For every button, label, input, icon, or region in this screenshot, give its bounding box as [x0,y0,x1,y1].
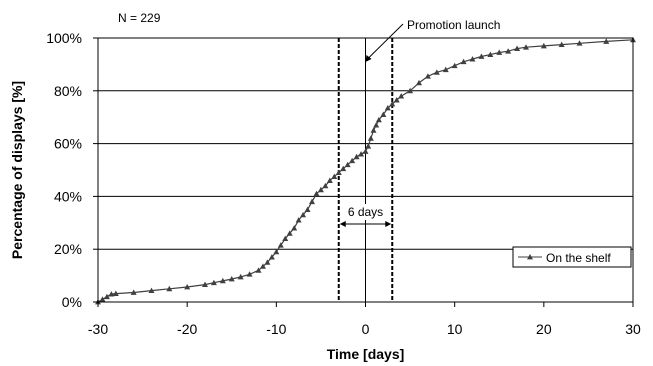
window-label-background [340,204,391,220]
data-point-32 [331,173,338,179]
data-point-52 [424,73,431,79]
promotion-launch-arrow [368,23,404,59]
x-tick-label--20: -20 [177,321,197,337]
window-arrowhead-right [385,221,392,227]
annotation-lines [337,38,394,302]
data-point-15 [255,267,262,273]
data-point-9 [202,281,208,287]
data-point-66 [576,40,583,46]
x-tick-label-10: 10 [447,321,463,337]
data-point-14 [246,271,253,277]
x-tick-label-20: 20 [536,321,552,337]
y-axis-ticks: 0% 20% 40% 60% 80% 100% [46,30,98,310]
data-point-65 [558,41,565,47]
legend-label: On the shelf [546,251,611,265]
data-point-35 [344,161,351,168]
data-point-4 [112,290,119,296]
data-point-39 [362,148,369,154]
y-tick-label-100: 100% [46,30,82,46]
y-tick-label-80: 80% [54,83,82,99]
data-point-47 [389,101,396,107]
data-point-23 [291,225,298,231]
data-point-29 [317,186,324,193]
x-tick-label--10: -10 [266,321,286,337]
data-point-62 [514,45,521,51]
data-point-30 [322,182,329,189]
data-point-67 [603,38,610,44]
data-point-57 [469,56,476,62]
x-tick-label-0: 0 [362,321,370,337]
data-point-19 [273,248,280,255]
data-point-8 [184,283,191,290]
data-point-45 [380,111,387,117]
y-tick-label-40: 40% [54,188,82,204]
legend: On the shelf [512,246,632,268]
data-point-12 [228,276,235,282]
x-tick-label-30: 30 [625,321,641,337]
data-point-44 [375,116,382,123]
data-point-25 [300,211,307,218]
y-axis-title: Percentage of displays [%] [9,81,25,259]
data-point-10 [210,279,217,286]
data-point-38 [358,151,365,157]
series-on-the-shelf [95,36,636,305]
promotion-launch-arrowhead [365,55,372,62]
legend-triangle-marker [527,254,533,260]
data-point-24 [295,217,302,223]
data-point-64 [540,42,547,49]
data-point-36 [349,157,356,164]
data-point-5 [130,289,137,295]
data-point-54 [442,66,449,73]
sample-size-label: N = 229 [118,11,161,25]
data-point-33 [335,169,342,176]
data-point-28 [313,190,320,197]
data-point-40 [365,143,372,149]
data-point-56 [460,58,467,65]
data-point-1 [99,296,106,302]
data-point-34 [340,165,347,172]
data-point-21 [282,235,289,242]
window-arrowhead-left [339,221,346,227]
y-tick-label-20: 20% [54,241,82,257]
data-point-16 [259,263,266,269]
data-point-22 [286,230,293,236]
data-point-26 [304,206,311,212]
data-point-60 [496,49,503,55]
data-point-41 [367,135,374,141]
data-point-3 [108,291,115,297]
data-point-18 [268,254,275,260]
legend-box [512,246,632,268]
data-point-49 [398,93,405,99]
data-point-13 [237,273,244,280]
data-point-42 [370,127,377,133]
data-point-6 [148,287,155,294]
promotion-launch-label: Promotion launch [407,18,500,32]
window-duration-label: 6 days [348,205,383,219]
data-point-7 [166,285,173,292]
data-point-17 [264,259,271,265]
data-point-11 [219,277,226,284]
x-tick-label--30: -30 [88,321,108,337]
data-point-2 [103,293,110,300]
data-point-31 [326,177,333,183]
x-axis-title: Time [days] [327,346,405,362]
data-point-55 [451,62,458,69]
y-tick-label-60: 60% [54,136,82,152]
data-point-53 [433,69,440,75]
data-point-27 [309,198,315,205]
data-point-46 [384,104,391,111]
data-point-63 [523,44,529,50]
data-point-50 [407,87,414,94]
data-point-37 [353,153,360,160]
data-point-48 [393,97,400,103]
y-tick-label-0: 0% [62,294,82,310]
data-point-43 [373,122,380,128]
data-point-20 [277,242,284,248]
data-point-58 [478,53,485,59]
data-point-59 [487,51,494,58]
data-point-61 [505,48,512,54]
data-point-51 [416,79,422,86]
x-axis-ticks: -30 -20 -10 0 10 20 30 [88,302,641,337]
